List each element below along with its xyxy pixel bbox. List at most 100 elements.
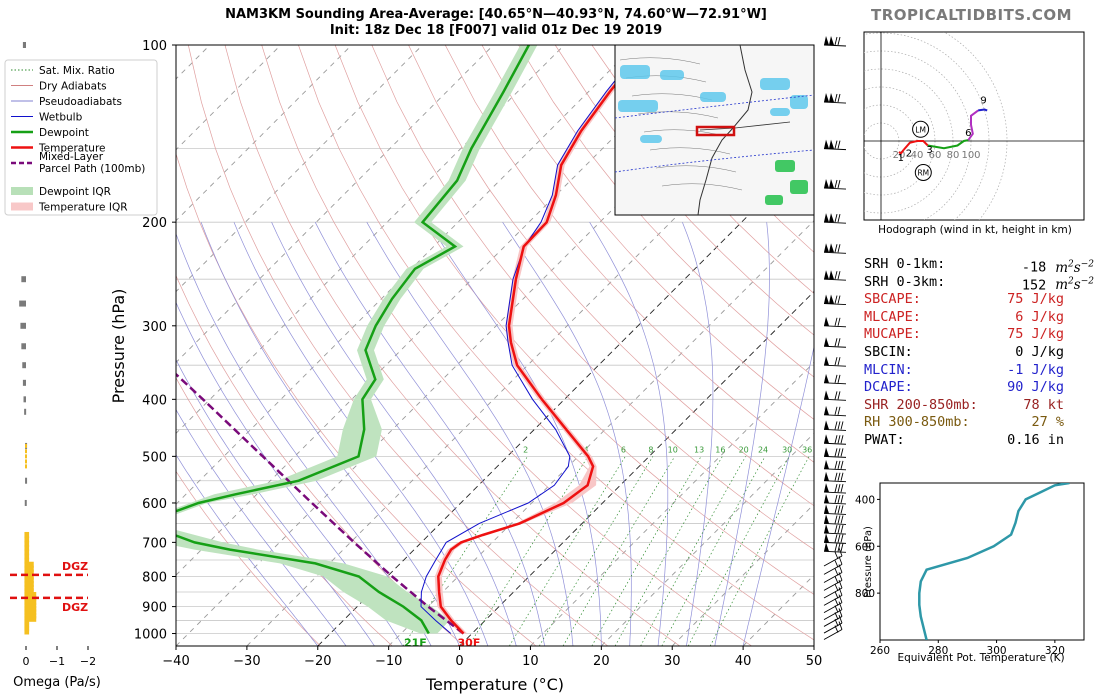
omega-bar-yellow [24, 602, 37, 609]
param-row: MUCAPE: 75 J/kg [864, 326, 1094, 344]
mixing-ratio-line [614, 456, 723, 646]
wind-barb [823, 579, 843, 599]
hodograph-segment [967, 109, 979, 141]
hodograph-ring-label: 20 [893, 150, 906, 161]
surface-temperature-label: 30F [458, 637, 481, 650]
isotherm-line [176, 45, 494, 364]
omega-bar-gray [22, 362, 26, 369]
wind-barb [823, 316, 847, 328]
omega-bar-yellow [24, 569, 34, 576]
hodograph-ring-label: 80 [947, 150, 960, 161]
wind-barb [823, 621, 843, 640]
mixing-ratio-label: 10 [668, 445, 678, 454]
inset-precip-green [775, 160, 795, 172]
isotherm-line [176, 45, 636, 505]
omega-bar-yellow [25, 459, 27, 464]
legend-label: Wetbulb [39, 112, 83, 124]
isotherm-line [176, 45, 778, 646]
omega-bar-yellow [24, 605, 37, 612]
dry-adiabat [481, 45, 814, 420]
omega-bar-yellow [24, 545, 30, 552]
hodograph-ring-label: 40 [911, 150, 924, 161]
inset-border [619, 57, 701, 65]
dewpoint-iqr-band [176, 45, 538, 634]
inset-border [637, 111, 719, 119]
param-unit-s: s [1073, 259, 1081, 276]
wind-barb [823, 390, 847, 401]
parcel-path-line [176, 372, 465, 635]
param-label: SRH 0-1km: [864, 256, 946, 272]
wind-barb [823, 524, 847, 535]
inset-precip-green [765, 195, 783, 205]
legend-label: Parcel Path (100mb) [39, 163, 145, 175]
legend-label: Sat. Mix. Ratio [39, 65, 115, 77]
omega-bar-yellow [25, 449, 27, 454]
legend-item: Dewpoint IQR [11, 186, 111, 198]
skewt-xlabel: Temperature (°C) [425, 675, 564, 694]
y-tick-label: 400 [142, 393, 167, 408]
inset-isobar [614, 149, 815, 173]
skewt-profiles: 21F 30F [176, 45, 651, 650]
omega-bar-gray [24, 499, 27, 506]
param-row: SBCAPE: 75 J/kg [864, 291, 1094, 309]
omega-bar-yellow [24, 553, 30, 560]
omega-bar-yellow [24, 584, 34, 591]
omega-bar-yellow [24, 625, 30, 632]
omega-bar-yellow [24, 612, 37, 619]
theta-e-x-tick-label: 320 [1045, 645, 1065, 657]
hodograph-height-label: 9 [980, 96, 986, 107]
inset-area-box [695, 125, 736, 137]
mixing-ratio-label: 36 [802, 445, 812, 454]
chart-title: NAM3KM Sounding Area-Average: [40.65°N—4… [176, 7, 816, 39]
omega-bar-yellow [24, 549, 30, 556]
hodograph-lm-marker [912, 120, 930, 138]
mixing-ratio-label: 8 [648, 445, 653, 454]
hodograph-plot: 20 40 60 80 100 1 2 3 6 9 LM RM [864, 32, 1084, 220]
param-row: PWAT: 0.16 in [864, 432, 1094, 450]
dry-adiabat [176, 470, 321, 646]
theta-e-x-tick-label: 280 [928, 645, 948, 657]
param-unit-exp: 2 [1068, 276, 1074, 287]
param-label: PWAT: [864, 431, 905, 448]
mixing-ratio-label: 13 [694, 445, 704, 454]
x-tick-label: 30 [664, 654, 681, 669]
param-label: MUCAPE: [864, 326, 921, 343]
param-unit-s: s [1073, 277, 1081, 294]
legend-label: Dewpoint [39, 127, 89, 139]
hodograph-height-label: 3 [926, 145, 932, 156]
hodograph-caption: Hodograph (wind in kt, height in km) [878, 224, 1072, 236]
param-unit-m: m [1055, 259, 1069, 276]
dry-adiabat [591, 45, 814, 294]
wind-barb [823, 614, 843, 634]
x-tick-label: 10 [522, 654, 539, 669]
x-tick-label: 40 [735, 654, 752, 669]
omega-bar-yellow [24, 557, 30, 564]
isotherm-line [459, 290, 814, 646]
mixing-ratio-line [591, 456, 702, 646]
wetbulb-line [420, 45, 645, 634]
param-unit-exp: 2 [1068, 259, 1074, 269]
omega-bar-yellow [24, 609, 37, 616]
wind-barb [823, 243, 847, 254]
wind-barb [823, 434, 847, 445]
param-value: 0 J/kg [1015, 343, 1064, 360]
radar-inset-map [614, 44, 815, 216]
legend-label: Dry Adiabats [39, 81, 107, 93]
theta-e-y-tick-label: 800 [855, 588, 875, 600]
param-value: 90 J/kg [1007, 379, 1064, 396]
wind-barb-column [823, 36, 847, 640]
wind-barb [823, 483, 847, 494]
omega-bar-yellow [24, 628, 30, 635]
pseudoadiabat [271, 222, 517, 646]
theta-e-clip [918, 483, 1070, 640]
wind-barb [823, 587, 843, 606]
inset-border [649, 147, 731, 155]
dry-adiabat [261, 45, 752, 646]
x-tick-label: −10 [375, 654, 402, 669]
inset-isobar [614, 94, 815, 119]
inset-precip-blue [618, 100, 658, 112]
y-tick-label: 700 [142, 536, 167, 551]
param-label: SHR 200-850mb: [864, 396, 978, 413]
omega-bar-yellow [24, 595, 37, 602]
